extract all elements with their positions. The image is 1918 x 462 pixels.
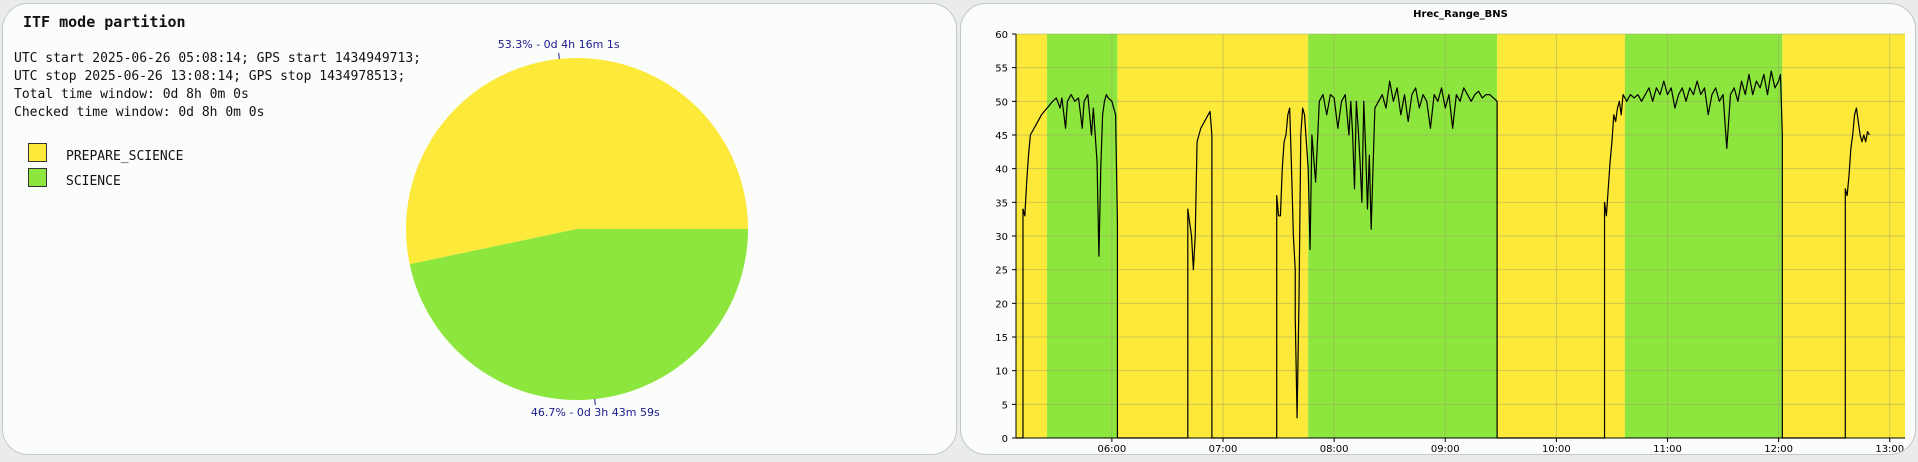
mode-segment-prepare-science	[1497, 34, 1625, 438]
y-tick-label: 55	[995, 64, 1008, 75]
legend-label-prepare-science: PREPARE_SCIENCE	[66, 149, 184, 164]
legend-swatch-science	[28, 168, 47, 187]
panel-title: ITF mode partition	[23, 13, 186, 31]
x-tick-label: 13:00	[1875, 444, 1904, 455]
pie-label-tick	[594, 399, 596, 406]
y-tick-label: 50	[995, 97, 1008, 108]
y-tick-label: 30	[995, 232, 1008, 243]
hrec-range-line-chart: 0 5 10 15 20 25 30 35 40 45 50 55 60 06:00 07:00 08:00 0…	[995, 9, 1905, 455]
mode-segment-science	[1047, 34, 1118, 438]
y-tick-label: 10	[995, 367, 1008, 378]
y-tick-label: 35	[995, 198, 1008, 209]
x-tick-label: 08:00	[1320, 444, 1349, 455]
total-time-window-line: Total time window: 0d 8h 0m 0s	[14, 87, 249, 102]
utc-stop-line: UTC stop 2025-06-26 13:08:14; GPS stop 1…	[14, 69, 406, 84]
pie-slice-prepare-science	[406, 57, 749, 265]
y-tick-label: 60	[995, 30, 1008, 41]
x-tick-label: 10:00	[1542, 444, 1571, 455]
legend-swatch-prepare-science	[28, 143, 47, 162]
legend-label-science: SCIENCE	[66, 174, 121, 189]
pie-label-science: 46.7% - 0d 3h 43m 59s	[530, 406, 660, 420]
mode-partition-panel: ITF mode partition UTC start 2025-06-26 …	[2, 3, 957, 455]
y-tick-label: 5	[1002, 400, 1008, 411]
utc-start-line: UTC start 2025-06-26 05:08:14; GPS start…	[14, 51, 421, 66]
mode-segment-science	[1624, 34, 1783, 438]
x-tick-label: 07:00	[1209, 444, 1238, 455]
chart-title: Hrec_Range_BNS	[1413, 9, 1508, 20]
y-tick-label: 20	[995, 299, 1008, 310]
x-tick-label: 09:00	[1431, 444, 1460, 455]
y-tick-label: 25	[995, 266, 1008, 277]
y-tick-label: 40	[995, 165, 1008, 176]
y-tick-label: 15	[995, 333, 1008, 344]
mode-segment-prepare-science	[1016, 34, 1048, 438]
mode-pie-chart	[406, 52, 749, 406]
mode-segment-prepare-science	[1782, 34, 1905, 438]
y-tick-label: 45	[995, 131, 1008, 142]
checked-time-window-line: Checked time window: 0d 8h 0m 0s	[14, 105, 265, 120]
range-chart-panel: 0 5 10 15 20 25 30 35 40 45 50 55 60 06:00 07:00 08:00 0…	[960, 3, 1916, 455]
pie-label-tick	[558, 52, 560, 59]
x-tick-label: 12:00	[1764, 444, 1793, 455]
pie-slice-science	[409, 229, 748, 400]
mode-segment-science	[1308, 34, 1498, 438]
x-tick-label: 11:00	[1653, 444, 1682, 455]
pie-label-prepare-science: 53.3% - 0d 4h 16m 1s	[497, 37, 620, 51]
y-tick-label: 0	[1002, 434, 1008, 445]
series-line-hrec-range-bns	[1016, 70, 1870, 439]
x-tick-label: 06:00	[1097, 444, 1126, 455]
